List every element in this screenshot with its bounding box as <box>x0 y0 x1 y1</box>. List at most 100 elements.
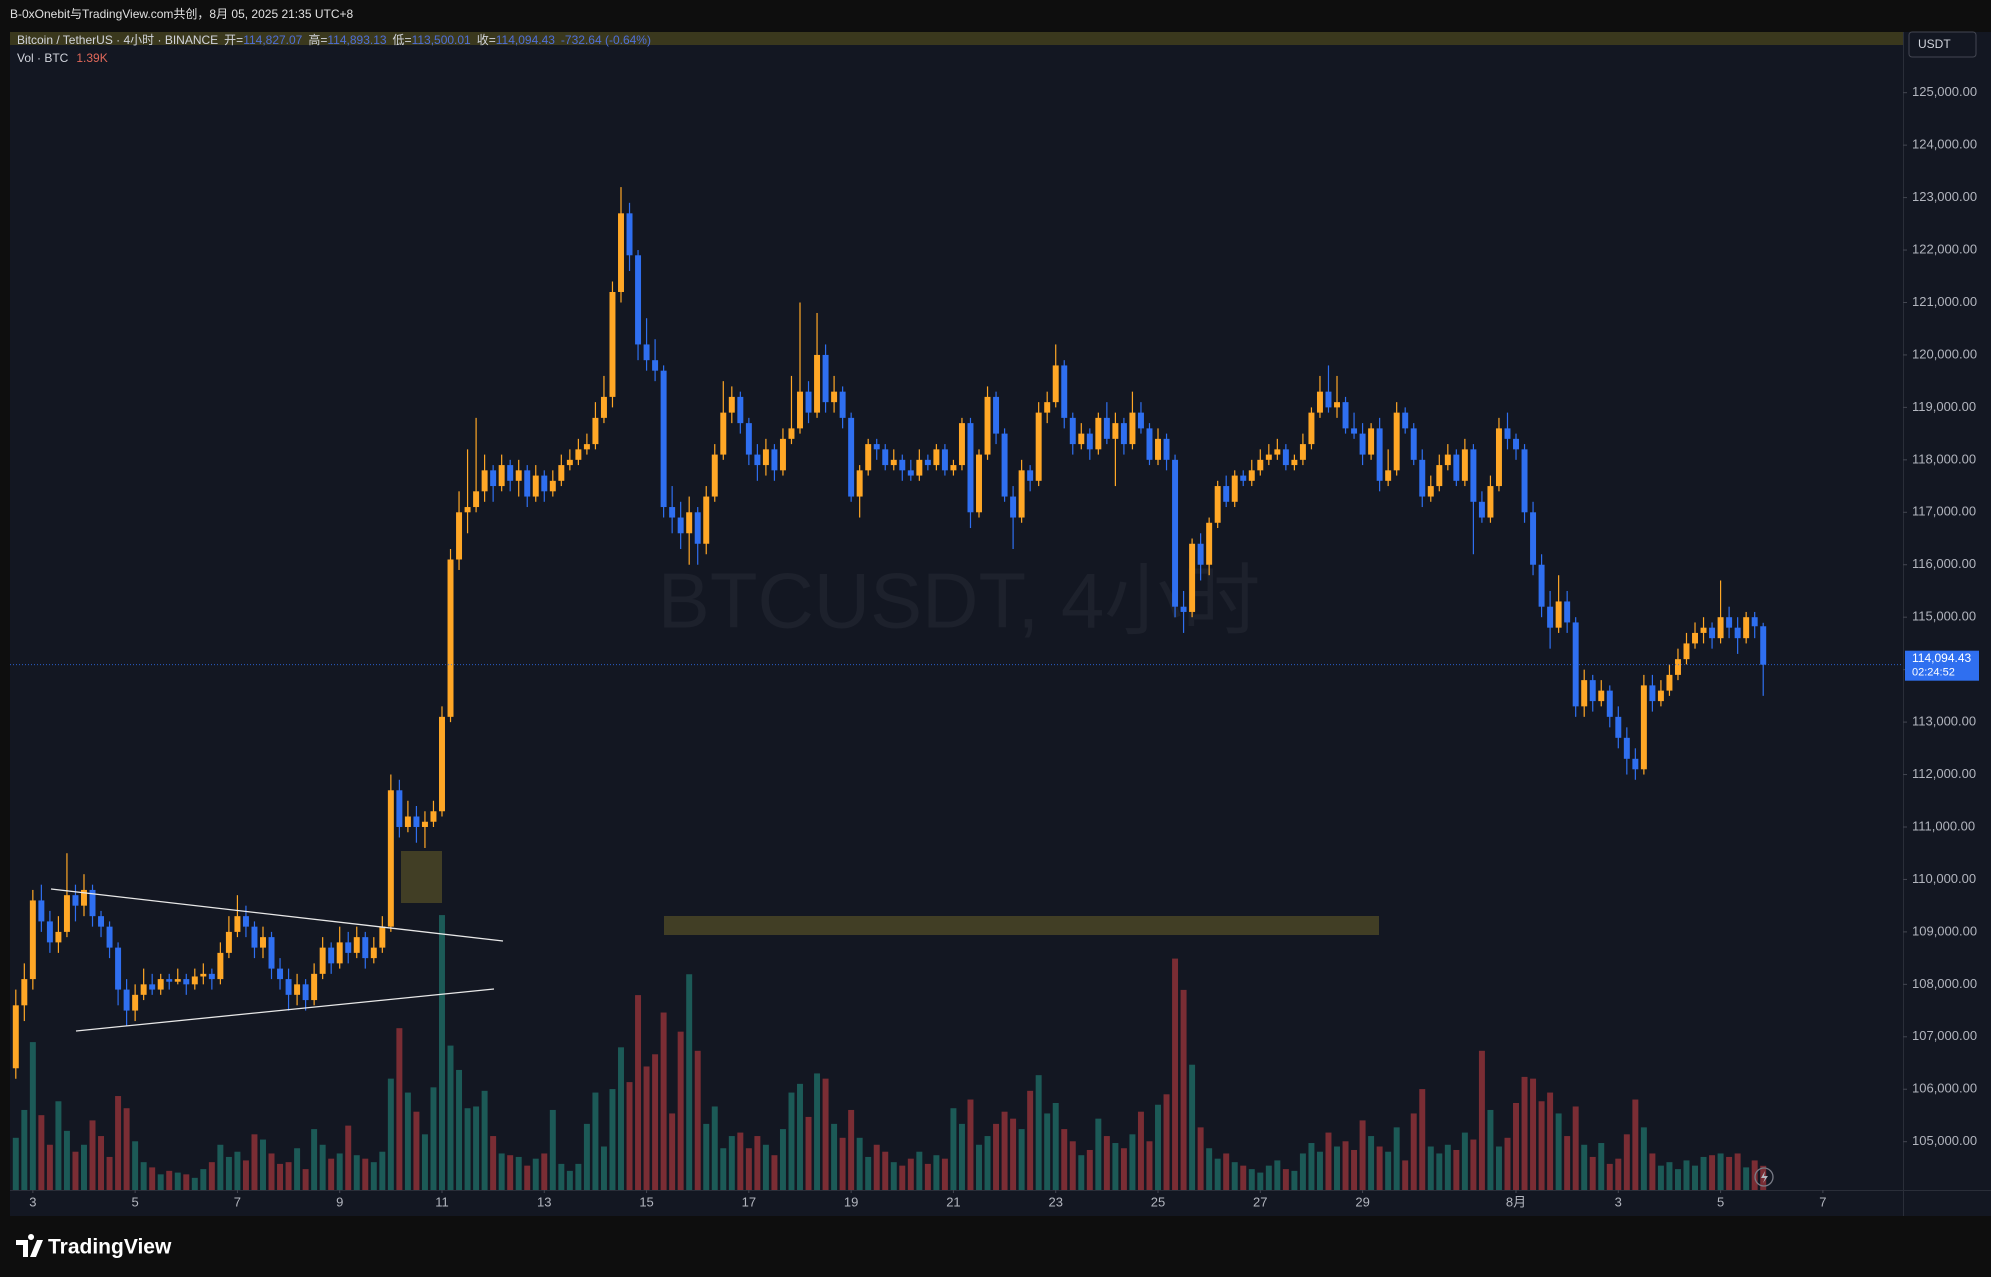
x-tick-label: 3 <box>29 1194 36 1209</box>
volume-bar <box>456 1069 463 1190</box>
candle-body <box>1504 428 1511 439</box>
candle-body <box>1069 417 1076 445</box>
candle-body <box>1155 438 1161 460</box>
volume-bar <box>532 1158 539 1190</box>
volume-bar <box>1632 1099 1639 1190</box>
logo[interactable]: TradingView <box>48 1236 172 1259</box>
volume-bar <box>481 1090 488 1190</box>
candle-body <box>814 354 821 413</box>
volume-bar <box>1334 1146 1340 1190</box>
candle-body <box>600 396 607 418</box>
y-tick-label: 123,000.00 <box>1912 189 1977 204</box>
candle-body <box>890 459 897 466</box>
volume-bar <box>993 1123 1000 1190</box>
candle-body <box>822 354 829 403</box>
volume-bar <box>831 1123 838 1190</box>
candle-body <box>1035 412 1042 481</box>
candle-body <box>234 916 241 932</box>
volume-bar <box>1436 1153 1443 1190</box>
volume-bar <box>1700 1156 1707 1190</box>
candle-body <box>225 931 232 953</box>
volume-bar <box>217 1144 224 1190</box>
volume-bar <box>106 1156 113 1190</box>
candle-body <box>507 465 514 481</box>
volume-bar <box>345 1125 352 1190</box>
candle-body <box>1291 459 1298 466</box>
candle-body <box>1615 716 1622 738</box>
volume-bar <box>81 1144 87 1190</box>
candle-body <box>1478 501 1485 518</box>
volume-bar <box>140 1162 147 1190</box>
candle-body <box>1120 423 1127 445</box>
candle-body <box>575 449 582 460</box>
volume-bar <box>294 1148 301 1190</box>
volume-bar <box>379 1151 386 1190</box>
candle-body <box>754 454 761 466</box>
volume-bar <box>1393 1127 1400 1190</box>
candle-body <box>652 360 659 371</box>
volume-bar <box>1206 1148 1213 1190</box>
x-tick-label: 23 <box>1048 1194 1062 1209</box>
candle-body <box>1700 627 1707 633</box>
candle-body <box>387 790 394 927</box>
lightning-button[interactable] <box>1754 1167 1774 1187</box>
volume-bar <box>1444 1144 1451 1190</box>
candle-body <box>1436 465 1443 487</box>
volume-bar <box>191 1177 198 1190</box>
volume-bar <box>1555 1113 1562 1190</box>
candle-body <box>1325 391 1332 408</box>
value: 114,094.43 <box>496 33 555 47</box>
volume-bar <box>797 1083 803 1190</box>
candle-body <box>745 423 752 455</box>
candle-body <box>1078 433 1085 445</box>
volume-bar <box>1189 1064 1196 1190</box>
candle-body <box>1231 475 1238 502</box>
volume-bar <box>1052 1103 1059 1190</box>
currency[interactable]: USDT <box>1918 37 1951 51</box>
volume-bar <box>1470 1139 1477 1190</box>
candle-body <box>907 470 914 476</box>
volume-bar <box>319 1144 326 1190</box>
label: 高= <box>308 32 327 47</box>
volume-bar <box>507 1155 514 1190</box>
volume-bar <box>1615 1158 1622 1190</box>
volume-bar <box>873 1144 880 1190</box>
volume-bar <box>618 1047 624 1190</box>
volume-bar <box>575 1163 582 1190</box>
candle-body <box>345 942 352 953</box>
volume-bar <box>55 1101 62 1190</box>
volume-bar <box>635 995 642 1190</box>
volume-bar <box>1001 1111 1008 1190</box>
volume-bar <box>899 1165 906 1190</box>
candle-body <box>1751 617 1758 627</box>
last-price-label: 114,094.43 <box>1912 651 1971 665</box>
candle-body <box>1180 606 1187 612</box>
lightning-icon <box>1761 1171 1768 1183</box>
volume-bar <box>1018 1129 1025 1190</box>
candle-body <box>208 973 215 980</box>
candle-body <box>762 449 769 466</box>
candle-body <box>251 926 258 948</box>
volume-bar <box>1623 1134 1630 1190</box>
candle-body <box>132 994 139 1011</box>
candle-body <box>413 816 420 827</box>
volume-bar <box>1674 1169 1681 1190</box>
candle-body <box>848 417 855 497</box>
volume-bar <box>771 1155 778 1190</box>
candle-body <box>1308 412 1315 445</box>
candle-body <box>1495 428 1502 487</box>
currency-button[interactable] <box>1908 31 1977 58</box>
volume-bar <box>1095 1118 1102 1190</box>
candle-body <box>1385 470 1392 481</box>
candle-body <box>643 344 650 361</box>
candle-body <box>1223 486 1230 502</box>
candle-body <box>856 470 863 497</box>
candle-body <box>1581 680 1588 707</box>
candle-body <box>285 979 292 995</box>
candle-body <box>157 979 164 990</box>
volume-bar <box>848 1109 855 1190</box>
candle-body <box>1299 444 1306 460</box>
volume-bar <box>1086 1149 1093 1190</box>
candle-body <box>98 916 105 927</box>
volume-bar <box>1027 1090 1034 1190</box>
